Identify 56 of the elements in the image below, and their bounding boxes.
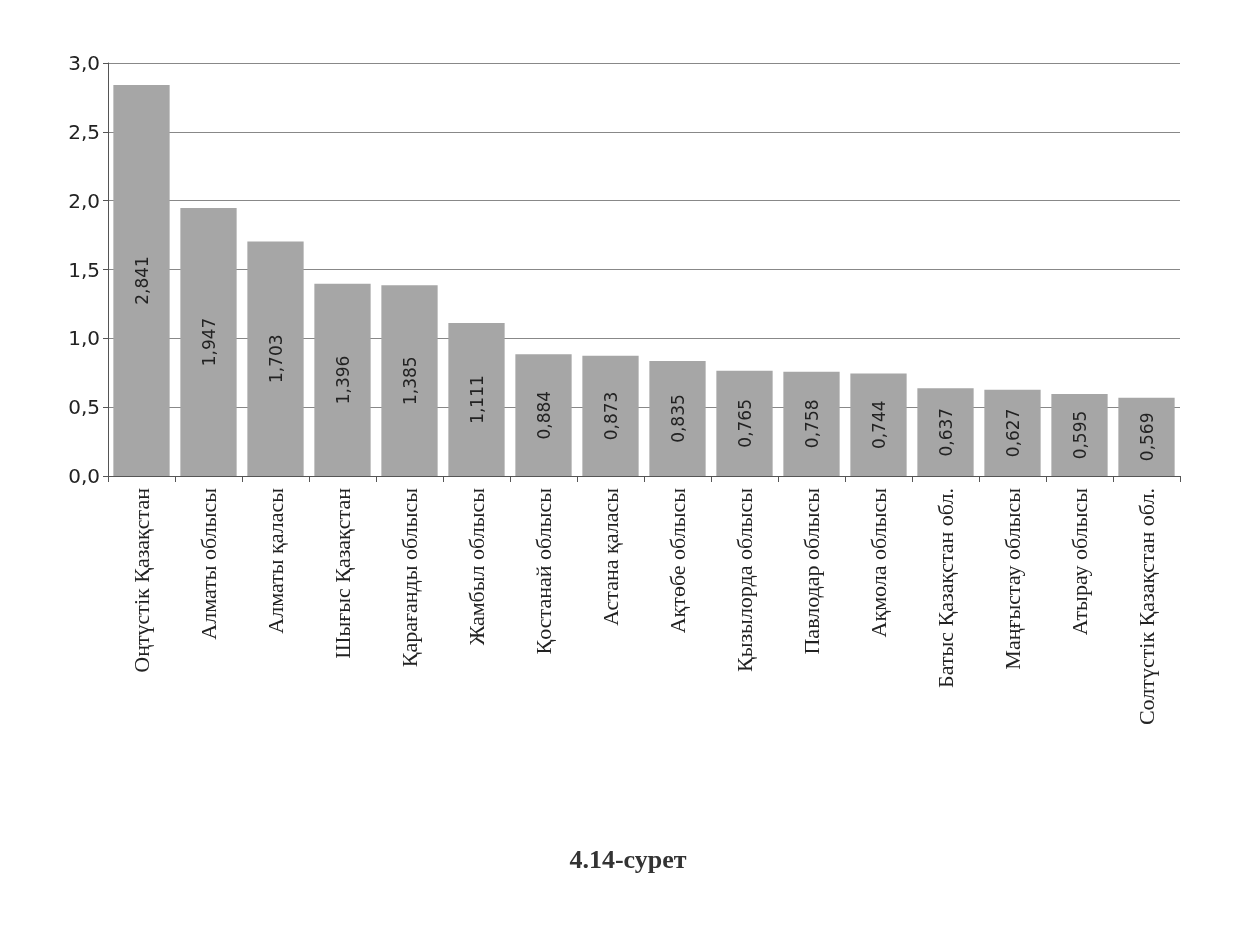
bar	[783, 371, 840, 476]
x-tick-label: Қарағанды облысы	[397, 487, 422, 668]
x-tick-label: Ақмола облысы	[866, 487, 891, 638]
bar	[850, 373, 907, 476]
data-label: 0,744	[868, 400, 889, 450]
y-tick-label: 2,5	[68, 119, 100, 144]
data-label: 0,637	[935, 407, 956, 457]
data-label: 0,765	[734, 399, 755, 448]
bar	[582, 355, 639, 476]
data-label: 0,835	[667, 394, 688, 443]
data-label: 1,396	[332, 355, 353, 405]
x-tick-label: Шығыс Қазақстан	[330, 487, 355, 659]
data-label: 0,873	[600, 391, 621, 441]
x-tick-label: Маңғыстау облысы	[1000, 487, 1025, 670]
data-label: 1,111	[466, 375, 487, 424]
bar	[515, 354, 572, 476]
data-label: 1,703	[265, 334, 286, 384]
y-tick-label: 0,5	[68, 395, 100, 420]
bar	[1118, 397, 1175, 476]
bar	[1051, 394, 1108, 476]
bar	[649, 361, 706, 476]
bar	[984, 389, 1041, 476]
y-tick-label: 3,0	[68, 51, 100, 75]
data-label: 0,884	[533, 390, 554, 440]
x-tick-label: Астана қаласы	[598, 487, 623, 626]
bar	[381, 285, 438, 476]
bar	[113, 84, 170, 476]
x-tick-label: Қызылорда облысы	[732, 487, 757, 673]
data-label: 1,385	[399, 356, 420, 405]
bar	[180, 207, 237, 476]
bar	[314, 283, 371, 476]
y-tick-label: 1,0	[68, 326, 100, 351]
y-tick-label: 2,0	[68, 188, 100, 213]
bar	[247, 241, 304, 476]
y-tick-label: 1,5	[68, 257, 100, 282]
x-tick-label: Батыс Қазақстан обл.	[933, 488, 958, 688]
x-tick-label: Қостанай облысы	[531, 487, 556, 655]
x-tick-label: Ақтөбе облысы	[665, 487, 690, 634]
x-tick-label: Жамбыл облысы	[464, 487, 489, 646]
bar	[917, 388, 974, 476]
bar	[448, 323, 505, 476]
data-label: 0,758	[801, 399, 822, 449]
data-label: 1,947	[198, 317, 219, 367]
x-tick-label: Атырау облысы	[1067, 487, 1092, 636]
data-label: 2,841	[131, 256, 152, 305]
data-label: 0,569	[1136, 412, 1157, 462]
x-tick-label: Оңтүстік Қазақстан	[129, 487, 154, 673]
x-tick-label: Алматы облысы	[196, 487, 221, 640]
text: 4.14-сурет	[569, 844, 687, 874]
x-tick-label: Алматы қаласы	[263, 487, 288, 634]
x-tick-label: Солтүстік Қазақстан обл.	[1134, 488, 1159, 726]
bar	[716, 370, 773, 476]
y-tick-label: 0,0	[68, 464, 100, 488]
x-tick-label: Павлодар облысы	[799, 487, 824, 655]
data-label: 0,595	[1069, 410, 1090, 460]
data-label: 0,627	[1002, 408, 1023, 458]
